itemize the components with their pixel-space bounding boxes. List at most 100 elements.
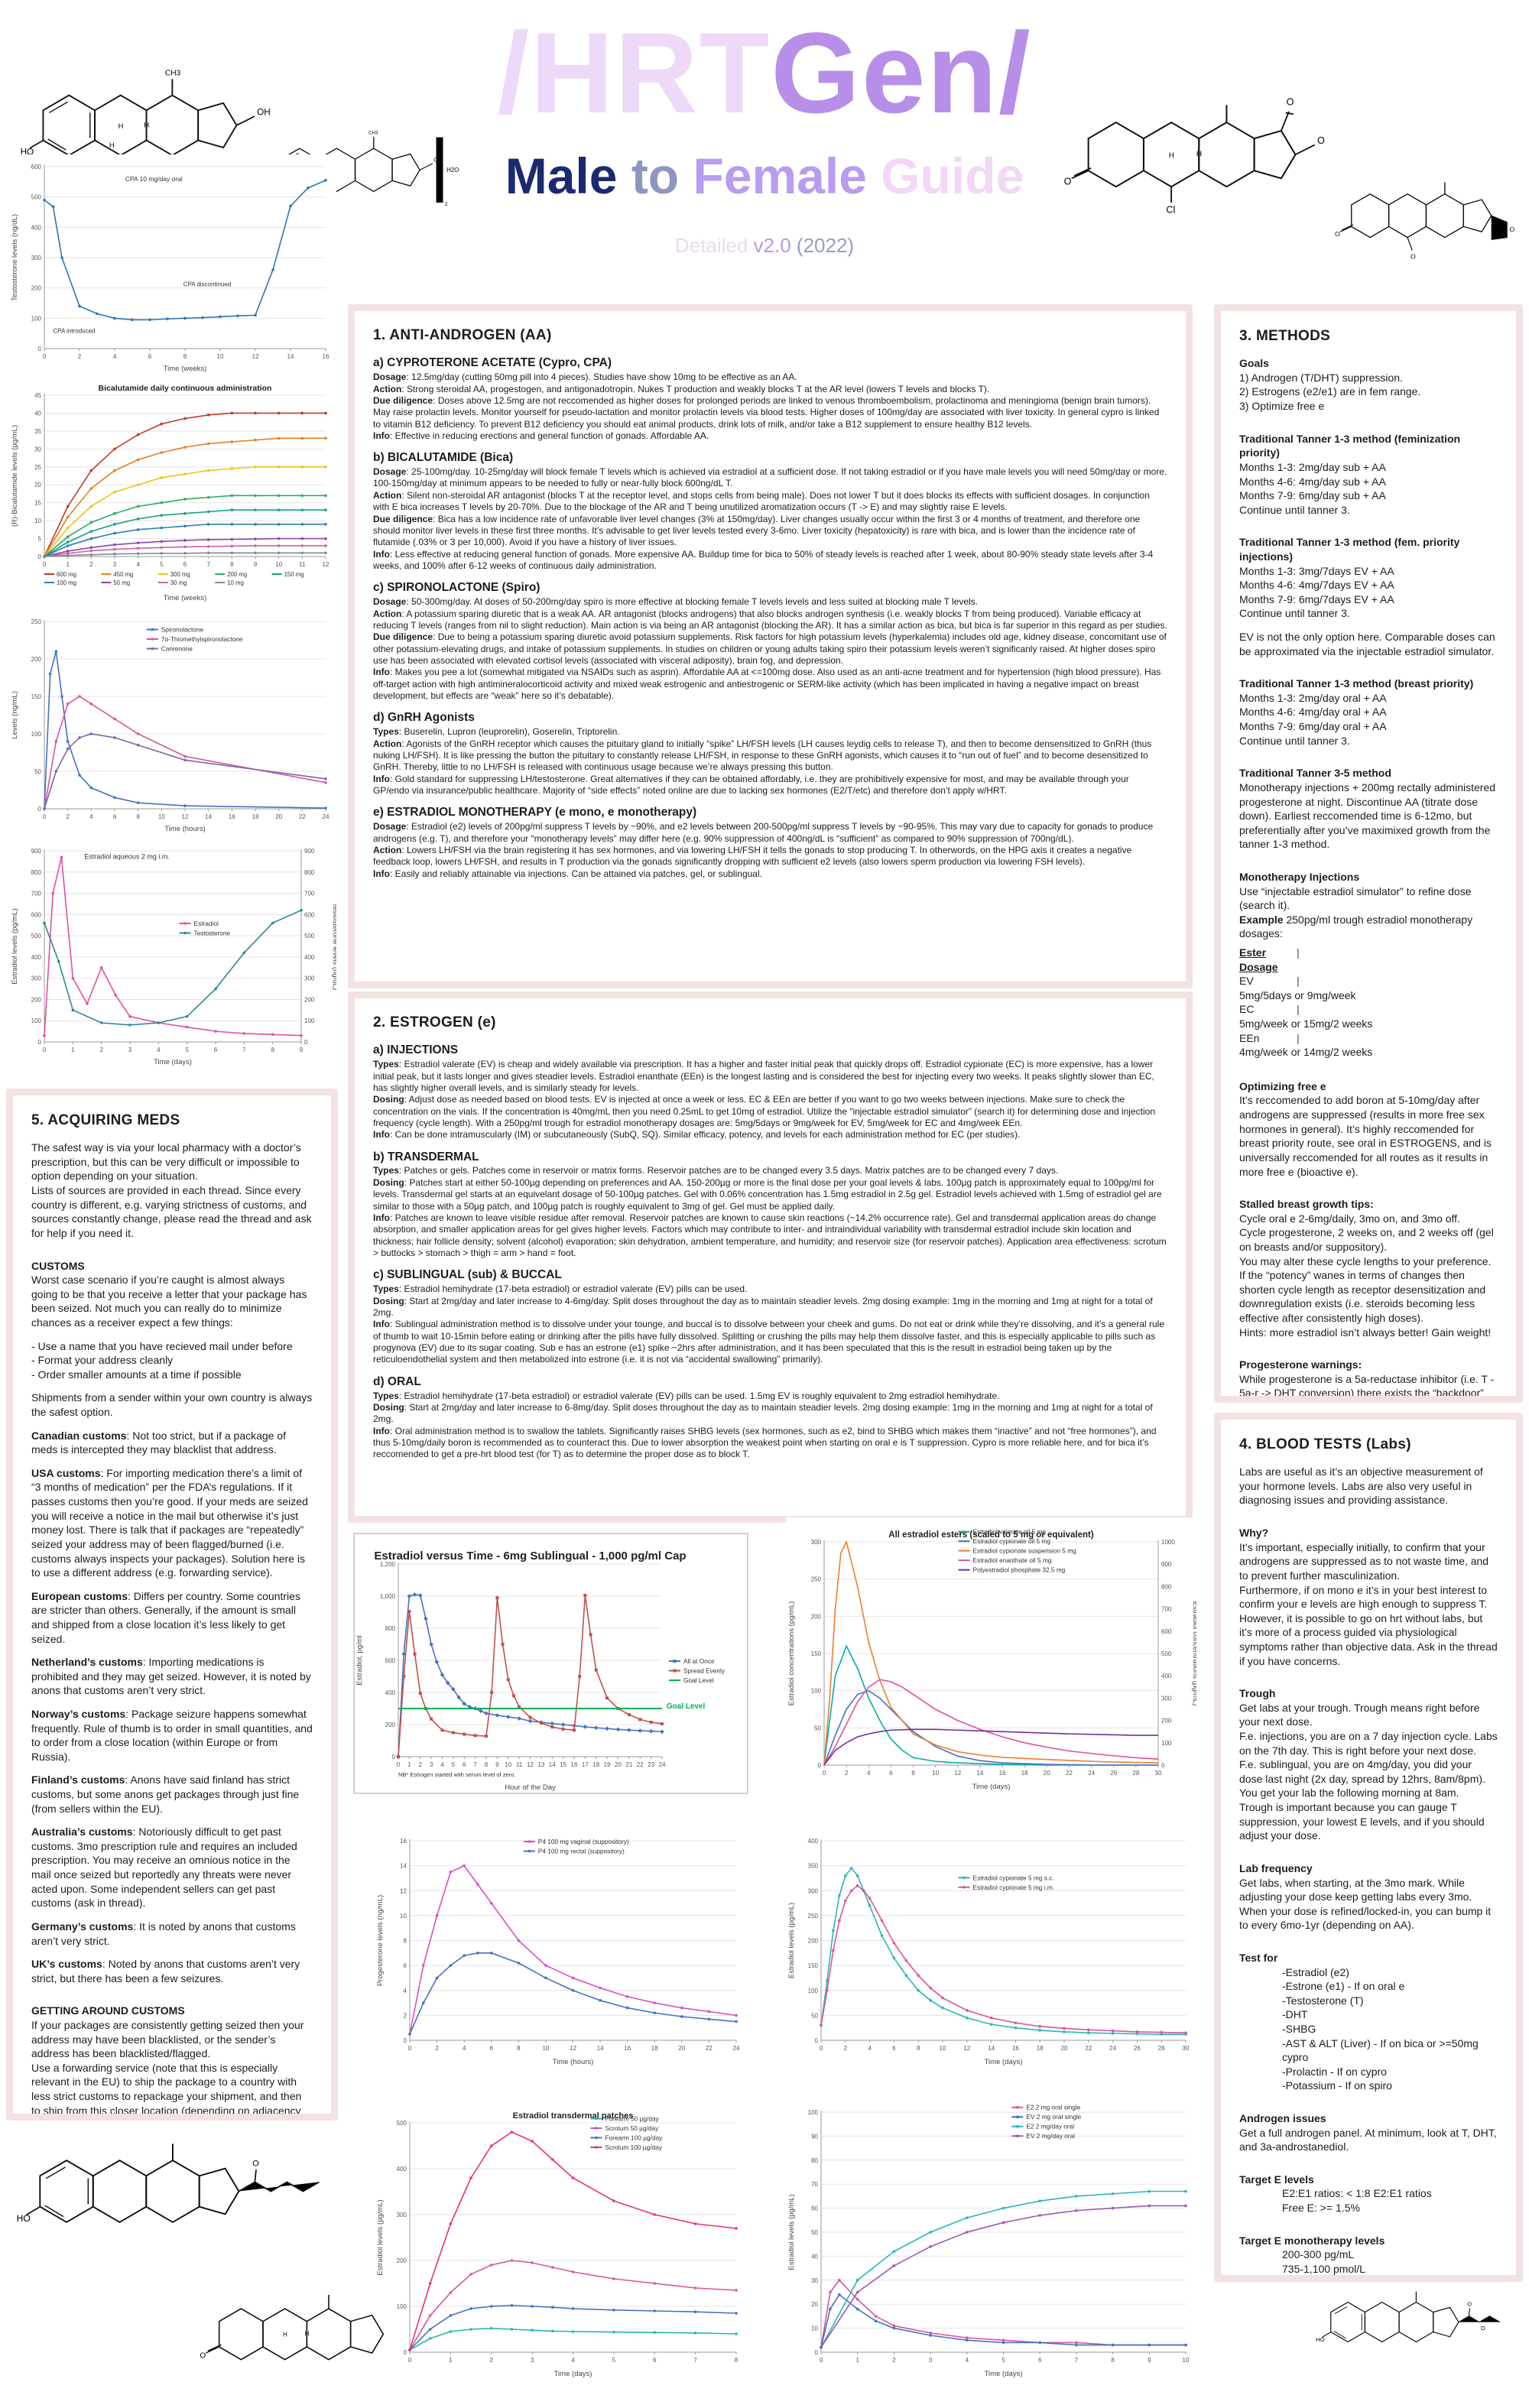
svg-text:6: 6 [889, 1770, 893, 1777]
label-h: H [109, 141, 115, 149]
svg-text:20: 20 [811, 2301, 818, 2308]
svg-text:700: 700 [304, 891, 315, 897]
bold-lead: Info [373, 1212, 390, 1223]
svg-text:30 mg: 30 mg [170, 579, 187, 586]
bold-lead: USA customs [31, 1466, 101, 1479]
text-block: -Testosterone (T) [1282, 1994, 1364, 2007]
svg-text:150: 150 [808, 1962, 819, 1969]
svg-text:2: 2 [419, 1761, 423, 1768]
text-block [31, 1420, 313, 1429]
svg-text:500: 500 [397, 2120, 407, 2127]
svg-text:3: 3 [128, 1047, 132, 1053]
svg-text:15: 15 [34, 500, 41, 507]
text-block: Cycle oral e 2-6mg/daily, 3mo on, and 3m… [1239, 1212, 1460, 1225]
label-o: O [1335, 230, 1340, 238]
text-block [31, 1457, 313, 1466]
svg-text:24: 24 [1109, 2045, 1116, 2052]
svg-text:6: 6 [148, 353, 152, 360]
svg-text:3: 3 [929, 2357, 933, 2364]
label-o: O [1467, 2300, 1472, 2307]
svg-text:16: 16 [571, 1761, 578, 1768]
svg-text:26: 26 [1134, 2045, 1141, 2052]
svg-text:10: 10 [505, 1761, 511, 1768]
block-heading: Traditional Tanner 1-3 method (feminizat… [1239, 432, 1461, 459]
svg-text:23: 23 [648, 1761, 654, 1768]
svg-text:17: 17 [582, 1761, 589, 1768]
text-block: Info: Sublingual administration method i… [373, 1319, 1165, 1365]
text-block [1239, 1668, 1498, 1677]
text-block: Info: Gold standard for suppressing LH/t… [373, 773, 1129, 797]
svg-text:250: 250 [31, 618, 42, 625]
text-block: 200-300 pg/mL [1282, 2248, 1355, 2261]
bold-lead: Due diligence [373, 513, 433, 524]
bicalutamide-chart: 0 5 10 15 20 25 30 35 40 45 0 1 2 3 4 5 6 7 8 9 10 11 12 Time (… [9, 380, 336, 604]
text-block: Months 7-9: 6mg/day oral + AA [1239, 720, 1387, 733]
svg-text:40: 40 [34, 410, 41, 417]
svg-text:Time (days): Time (days) [985, 2370, 1023, 2378]
svg-text:150 mg: 150 mg [284, 571, 304, 578]
text-block: Free E: >= 1.5% [1282, 2202, 1360, 2215]
svg-text:11: 11 [299, 561, 306, 568]
svg-text:100: 100 [304, 1017, 315, 1024]
bold-lead: Info [373, 548, 390, 560]
svg-text:6: 6 [892, 2045, 896, 2052]
label-h: H [305, 2330, 310, 2337]
text-block: EV is not the only option here. Comparab… [1239, 631, 1495, 657]
text-block [1239, 621, 1498, 630]
svg-text:800: 800 [1161, 1583, 1172, 1590]
svg-text:4: 4 [404, 1988, 407, 1994]
subsection-title: b) TRANSDERMAL [373, 1150, 479, 1163]
svg-text:200: 200 [385, 1722, 396, 1728]
svg-text:Hour of the Day: Hour of the Day [505, 1783, 556, 1792]
svg-text:50: 50 [34, 768, 41, 775]
svg-text:Estradiol enanthate oil 5 mg: Estradiol enanthate oil 5 mg [973, 1556, 1052, 1564]
svg-text:3: 3 [430, 1761, 433, 1768]
text-block: Dosing: Patches start at either 50-100µg… [373, 1176, 1162, 1212]
svg-text:Canrenone: Canrenone [161, 645, 193, 653]
label-o: O [1481, 2325, 1485, 2332]
text-block: Dosing: Start at 2mg/day and later incre… [373, 1295, 1153, 1318]
svg-text:1,000: 1,000 [380, 1593, 396, 1600]
text-block: Canadian customs: Not too strict, but if… [31, 1429, 287, 1456]
text-block: Use “injectable estradiol simulator” to … [1239, 884, 1472, 912]
svg-text:4: 4 [136, 561, 140, 568]
svg-text:0: 0 [43, 561, 47, 568]
svg-text:900: 900 [31, 848, 42, 855]
svg-text:Estradiol levels (pg/mL): Estradiol levels (pg/mL) [787, 1903, 796, 1978]
block-heading: Lab frequency [1239, 1861, 1313, 1874]
svg-text:Estradiol, pg/ml: Estradiol, pg/ml [355, 1635, 364, 1685]
svg-text:60: 60 [811, 2205, 818, 2212]
svg-text:5: 5 [452, 1761, 456, 1768]
svg-text:11: 11 [516, 1761, 523, 1768]
svg-text:4: 4 [571, 2357, 575, 2364]
svg-text:600: 600 [31, 911, 42, 918]
svg-text:Time (days): Time (days) [985, 2058, 1023, 2066]
svg-text:NB* Estrogen started with seru: NB* Estrogen started with serum level of… [398, 1771, 515, 1778]
svg-text:450 mg: 450 mg [113, 571, 133, 578]
svg-text:0: 0 [820, 2045, 823, 2052]
text-block: Types: Estradiol valerate (EV) is cheap … [373, 1059, 1154, 1093]
svg-text:600: 600 [31, 164, 42, 170]
svg-text:E2 2 mg/day oral: E2 2 mg/day oral [1026, 2123, 1074, 2131]
svg-text:8: 8 [271, 1047, 274, 1053]
svg-text:400: 400 [31, 954, 42, 961]
title-segment: v2.0 [753, 234, 797, 257]
svg-text:0: 0 [820, 2357, 823, 2364]
bold-lead: Dosage [373, 372, 407, 383]
bold-lead: Canadian customs [31, 1429, 127, 1442]
text-block: Get labs at your trough. Trough means ri… [1239, 1701, 1480, 1728]
text-block: However, it is possible to go on hrt wit… [1239, 1611, 1498, 1667]
svg-text:300: 300 [304, 975, 315, 982]
subsection-title: c) SUBLINGUAL (sub) & BUCCAL [373, 1268, 562, 1282]
text-block: Finland’s customs: Anons have said finla… [31, 1774, 300, 1815]
svg-text:6: 6 [404, 1962, 407, 1969]
svg-text:1000: 1000 [1161, 1539, 1175, 1546]
svg-text:Estradiol aqueous 2 mg i.m.: Estradiol aqueous 2 mg i.m. [84, 853, 170, 861]
text-block: Action: Silent non-steroidal AR antagoni… [373, 489, 1150, 513]
version-line: Detailed v2.0 (2022) [459, 234, 1070, 258]
svg-text:5: 5 [185, 1047, 189, 1053]
text-block [31, 1948, 313, 1957]
label-h: H [283, 2332, 287, 2338]
svg-text:22: 22 [637, 1761, 644, 1768]
text-block: Hints: more estradiol isn’t always bette… [1239, 1326, 1492, 1339]
